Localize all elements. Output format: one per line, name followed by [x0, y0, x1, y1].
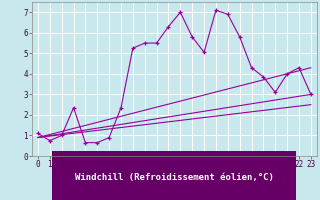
- X-axis label: Windchill (Refroidissement éolien,°C): Windchill (Refroidissement éolien,°C): [75, 173, 274, 182]
